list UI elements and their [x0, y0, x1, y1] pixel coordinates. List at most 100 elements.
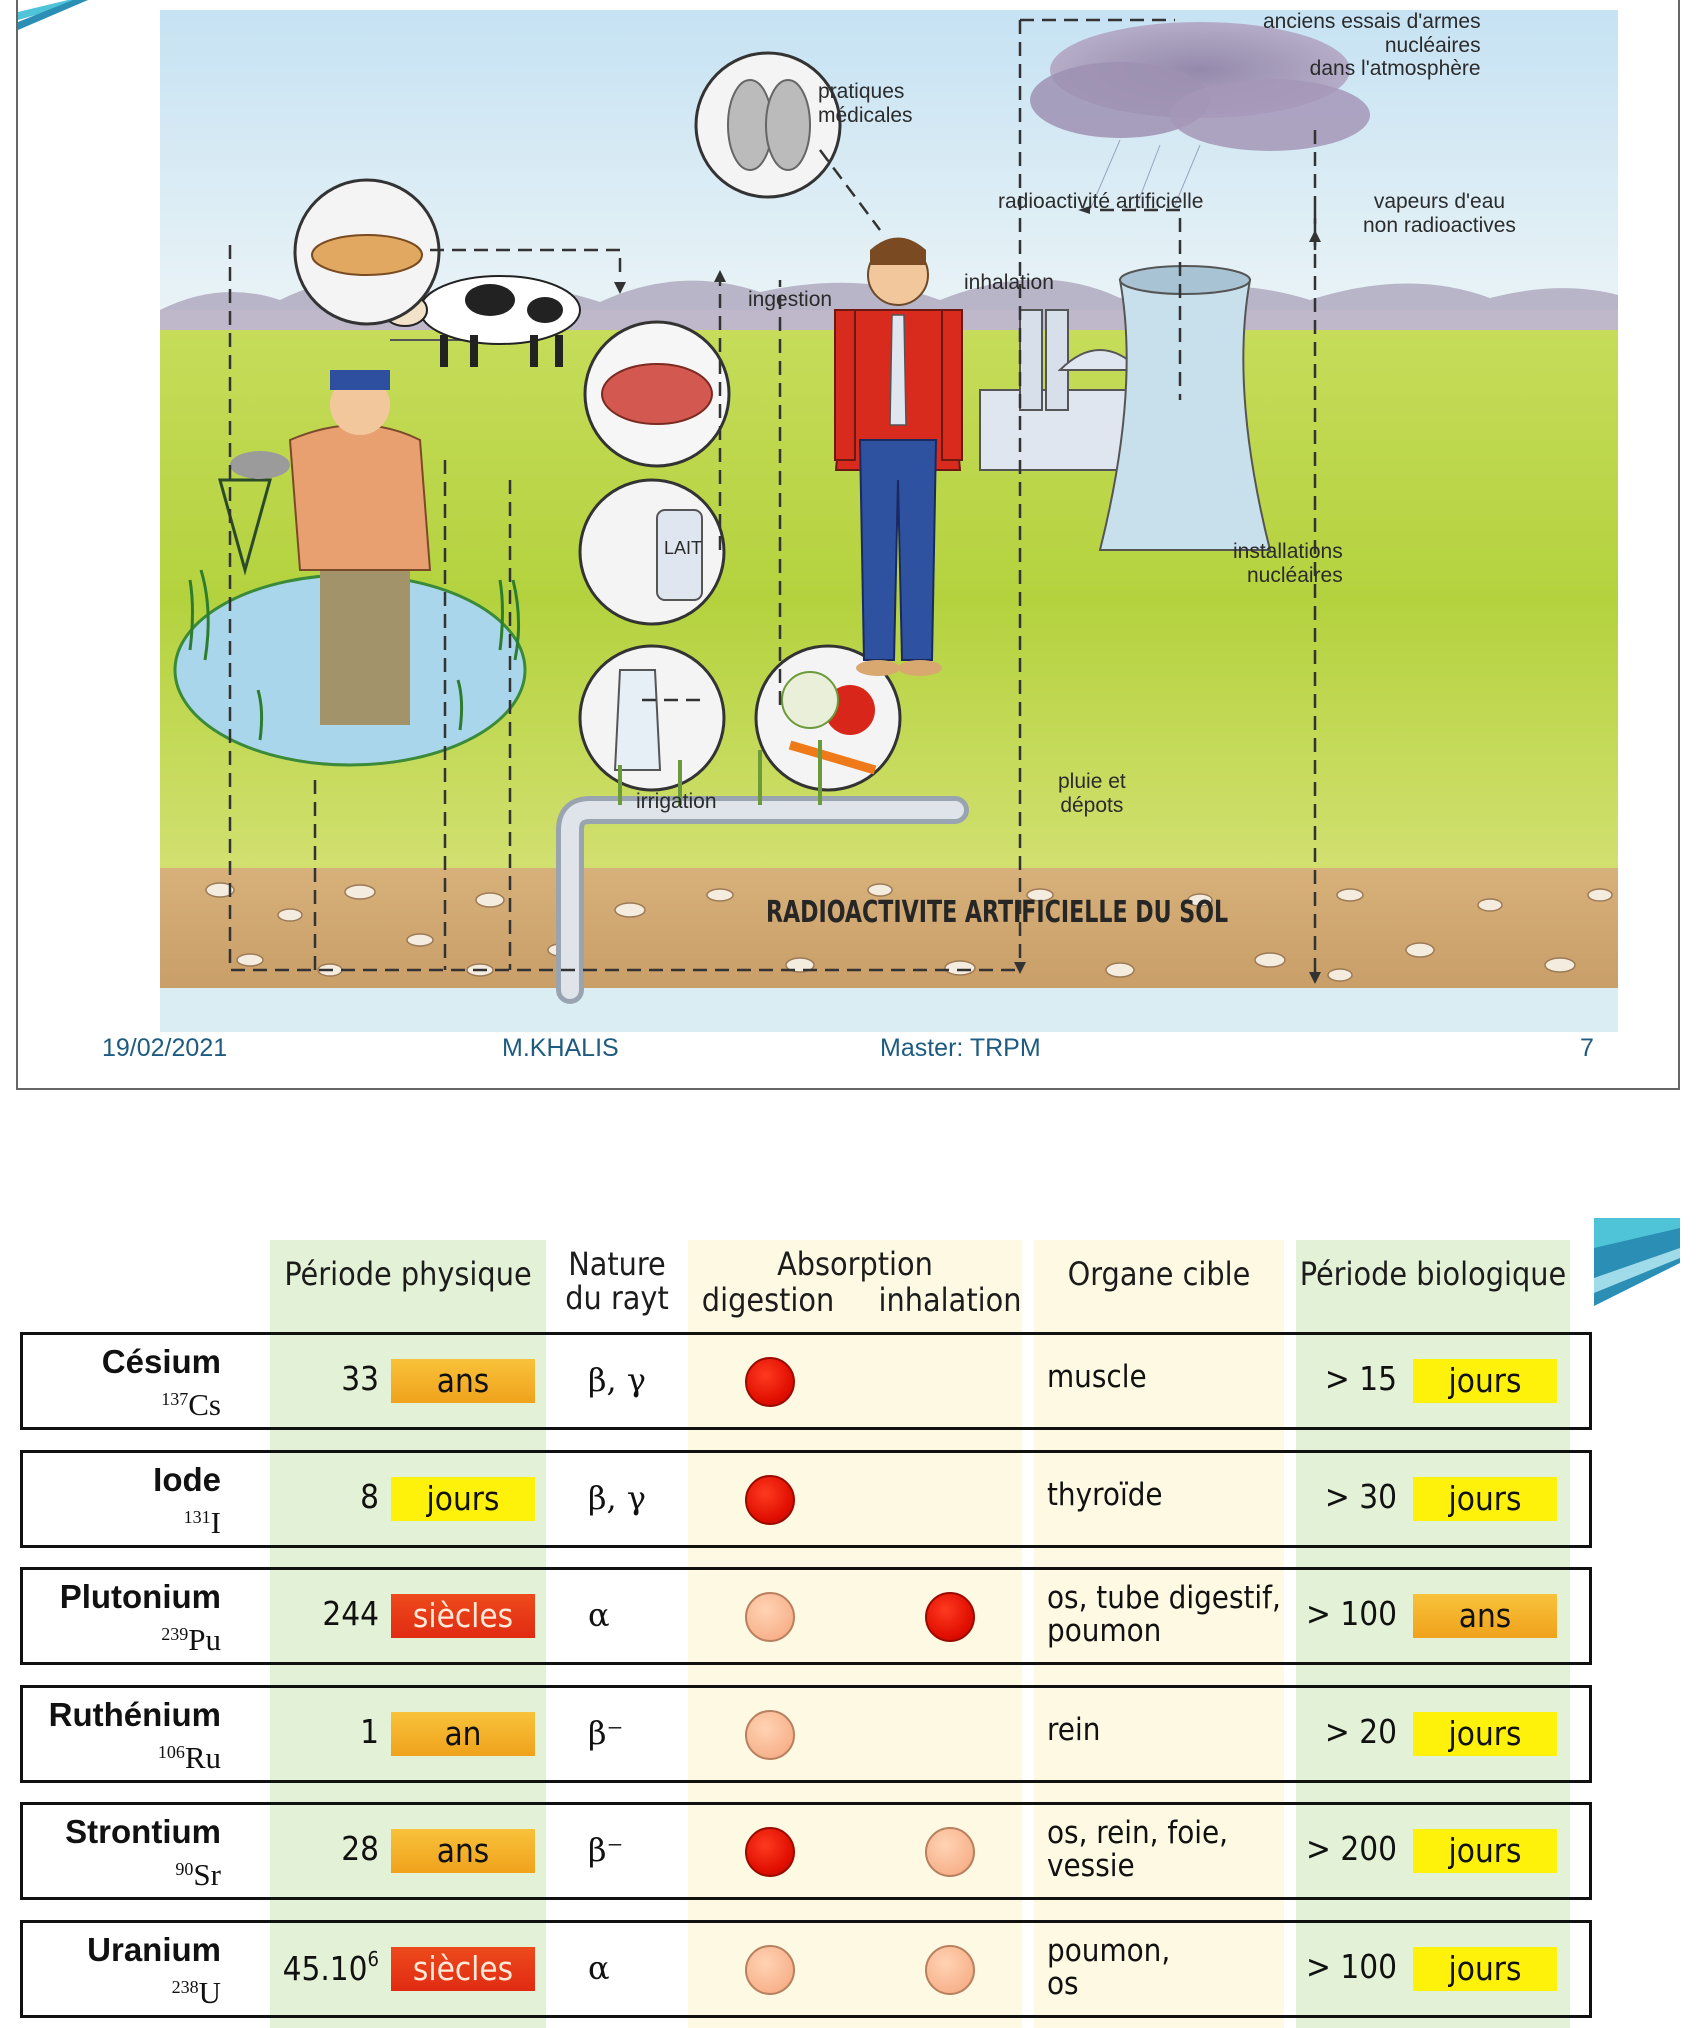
symbol-letters: Sr [193, 1857, 221, 1892]
table-row: Uranium 238U 45.106 siècles α poumon, os > 100… [20, 1920, 1592, 2018]
physical-period-number: 244 [322, 1594, 379, 1633]
label-nuclear-installations: installations nucléaires [1233, 540, 1343, 587]
biological-period-number: > 100 [1306, 1594, 1397, 1633]
physical-period-value: 33 [341, 1359, 379, 1398]
ray-nature: α [588, 1596, 610, 1634]
physical-period-value: 244 [322, 1594, 379, 1633]
physical-period-value: 8 [360, 1477, 379, 1516]
soil-title: RADIOACTIVITE ARTIFICIELLE DU SOL [766, 895, 1229, 930]
ray-nature: β, γ [588, 1361, 646, 1399]
label-artificial-radioactivity: radioactivité artificielle [998, 190, 1204, 213]
digestion-absorption-dot [745, 1827, 795, 1877]
symbol-letters: Ru [184, 1740, 221, 1775]
nuclear-plant [979, 265, 1272, 551]
corner-decoration [18, 0, 88, 30]
physical-period-unit: siècles [391, 1594, 535, 1638]
mass-number: 131 [183, 1507, 211, 1527]
biological-period-unit: ans [1413, 1594, 1557, 1638]
biological-period-number: > 20 [1324, 1712, 1397, 1751]
inhalation-absorption-dot [925, 1945, 975, 1995]
table-row: Plutonium 239Pu 244 siècles α os, tube digest… [20, 1567, 1592, 1665]
ray-nature: α [588, 1949, 610, 1987]
symbol-letters: I [210, 1505, 221, 1540]
element-name: Ruthénium [48, 1696, 221, 1733]
physical-period-number: 45.10 [282, 1949, 368, 1988]
mass-number: 90 [175, 1859, 194, 1879]
label-ingestion: ingestion [748, 288, 833, 311]
physical-period-unit: ans [391, 1829, 535, 1873]
physical-period-number: 1 [360, 1712, 379, 1751]
table-row: Césium 137Cs 33 ans β, γ muscle > 15 jours [20, 1332, 1592, 1430]
slide-radionuclide-table: Période physique Nature du rayt Absorpti… [0, 1180, 1696, 2028]
cloud-icon [1030, 22, 1370, 211]
element-symbol: 137Cs [161, 1387, 221, 1423]
ray-nature: β, γ [588, 1479, 646, 1517]
label-water-vapour: vapeurs d'eau non radioactives [1363, 190, 1516, 237]
label-inhalation: inhalation [964, 271, 1054, 294]
footer-page-number: 7 [1580, 1034, 1594, 1062]
label-irrigation: irrigation [636, 790, 717, 813]
physical-period-value: 45.106 [283, 1947, 379, 1988]
inhalation-absorption-dot [925, 1827, 975, 1877]
column-bg-organe [1034, 1240, 1284, 2028]
target-organ: muscle [1047, 1359, 1147, 1395]
biological-period-unit: jours [1413, 1359, 1557, 1403]
mass-number: 239 [161, 1624, 189, 1644]
physical-period-exponent: 6 [367, 1947, 379, 1971]
symbol-letters: Cs [188, 1387, 221, 1422]
physical-period-unit: jours [391, 1477, 535, 1521]
symbol-letters: U [198, 1975, 221, 2010]
ray-nature: β⁻ [588, 1831, 624, 1869]
element-cell: Plutonium 239Pu [23, 1570, 253, 1662]
element-name: Césium [101, 1343, 221, 1380]
header-digestion: digestion [701, 1281, 835, 1319]
digestion-absorption-dot [745, 1357, 795, 1407]
element-name: Strontium [65, 1813, 221, 1850]
table-row: Ruthénium 106Ru 1 an β⁻ rein > 20 jours [20, 1685, 1592, 1783]
label-nuclear-tests: anciens essais d'armes nucléaires dans l… [1263, 10, 1481, 81]
header-absorption: Absorption [777, 1245, 933, 1283]
element-symbol: 131I [184, 1505, 221, 1541]
element-symbol: 239Pu [161, 1622, 221, 1658]
slide-illustration: anciens essais d'armes nucléaires dans l… [16, 0, 1680, 1090]
biological-period-number: > 15 [1324, 1359, 1397, 1398]
table-row: Strontium 90Sr 28 ans β⁻ os, rein, foie, vess… [20, 1802, 1592, 1900]
element-cell: Ruthénium 106Ru [23, 1688, 253, 1780]
biological-period-number: > 100 [1306, 1947, 1397, 1986]
footer-author: M.KHALIS [502, 1034, 619, 1062]
fisherman-figure [218, 339, 520, 725]
physical-period-value: 1 [360, 1712, 379, 1751]
mass-number: 137 [161, 1389, 189, 1409]
biological-period-unit: jours [1413, 1947, 1557, 1991]
digestion-absorption-dot [745, 1710, 795, 1760]
target-organ: os, tube digestif, poumon [1047, 1580, 1281, 1649]
physical-period-unit: an [391, 1712, 535, 1756]
footer-date: 19/02/2021 [102, 1034, 228, 1062]
header-inhalation: inhalation [878, 1281, 1022, 1319]
man-figure [834, 237, 963, 676]
element-cell: Iode 131I [23, 1453, 253, 1545]
element-name: Iode [153, 1461, 221, 1498]
physical-period-value: 28 [341, 1829, 379, 1868]
ray-nature: β⁻ [588, 1714, 624, 1752]
header-periode-biologique: Période biologique [1299, 1255, 1567, 1293]
physical-period-number: 28 [341, 1829, 379, 1868]
biological-period-unit: jours [1413, 1477, 1557, 1521]
biological-period-unit: jours [1413, 1712, 1557, 1756]
element-name: Plutonium [59, 1578, 221, 1615]
target-organ: poumon, os [1047, 1933, 1171, 2002]
mass-number: 238 [171, 1977, 199, 1997]
radioactivity-illustration [160, 10, 1618, 1032]
element-symbol: 106Ru [158, 1740, 221, 1776]
biological-period-number: > 30 [1324, 1477, 1397, 1516]
element-symbol: 238U [172, 1975, 221, 2011]
element-name: Uranium [87, 1931, 221, 1968]
header-nature: Nature du rayt [565, 1245, 669, 1317]
table-row: Iode 131I 8 jours β, γ thyroïde > 30 jours [20, 1450, 1592, 1548]
column-bg-nature [546, 1240, 688, 2028]
target-organ: rein [1047, 1712, 1101, 1748]
inhalation-absorption-dot [925, 1592, 975, 1642]
target-organ: thyroïde [1047, 1477, 1163, 1513]
label-lait: LAIT [664, 538, 703, 558]
biological-period-unit: jours [1413, 1829, 1557, 1873]
